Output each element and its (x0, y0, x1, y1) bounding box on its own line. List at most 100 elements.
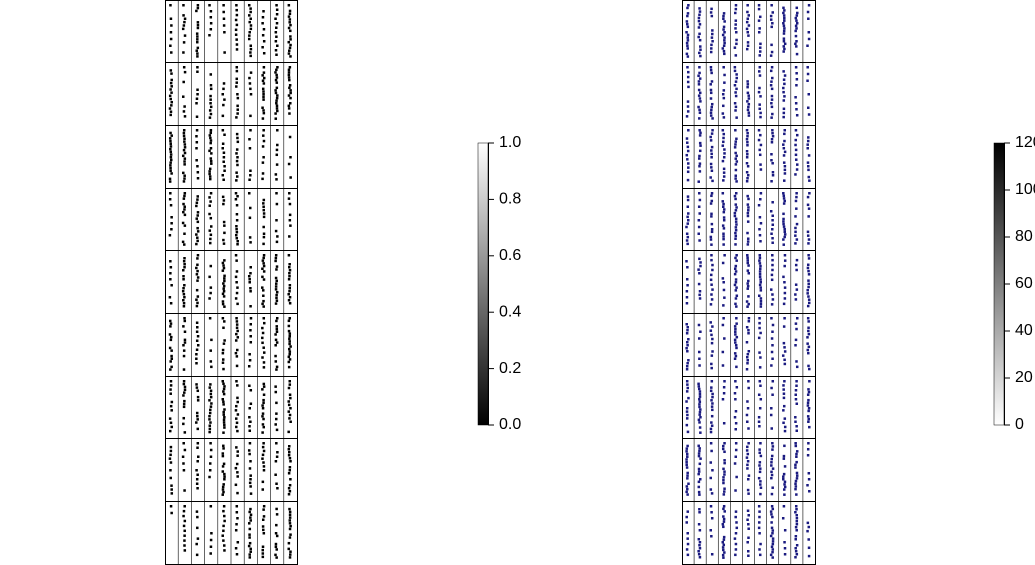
panel-dot (168, 296, 172, 299)
panel-dot (711, 469, 714, 472)
panel-dot (169, 150, 173, 154)
panel-dot (195, 273, 199, 276)
panel-dot (686, 444, 689, 448)
panel-dot (758, 216, 762, 219)
panel-dot (710, 80, 714, 83)
panel-dot (710, 71, 713, 75)
panel-dot (687, 166, 690, 169)
panel-dot (745, 150, 749, 153)
panel-dot (288, 18, 292, 21)
panel-dot (807, 398, 810, 402)
panel-dot (723, 380, 726, 383)
panel-dot (697, 19, 701, 23)
panel-dot (196, 46, 200, 50)
panel-dot (275, 279, 278, 283)
panel-dot (710, 517, 714, 520)
panel-dot (169, 392, 172, 395)
panel-dot (209, 395, 213, 399)
panel-dot (170, 104, 173, 107)
panel-dot (710, 366, 713, 370)
panel-dot (261, 161, 265, 164)
panel-dot (274, 254, 278, 257)
panel-dot (686, 25, 690, 29)
panel-dot (783, 179, 786, 182)
panel-dot (248, 20, 251, 24)
panel-dot (196, 389, 200, 393)
panel-dot (735, 365, 738, 369)
panel-dot (710, 333, 713, 337)
panel-dot (746, 10, 749, 14)
panel-dot (261, 336, 264, 340)
panel-dot (262, 294, 265, 297)
panel-dot (697, 418, 701, 422)
panel-dot (783, 297, 787, 300)
panel-dot (735, 294, 739, 297)
panel-dot (170, 284, 173, 287)
panel-dot (757, 90, 761, 94)
panel-dot (248, 510, 251, 514)
panel-dot (210, 162, 213, 165)
panel-dot (758, 270, 762, 273)
panel-dot (235, 219, 239, 222)
panel-dot (183, 505, 186, 508)
panel-dot (195, 9, 198, 13)
panel-dot (262, 317, 266, 320)
panel-dot (698, 337, 701, 340)
panel-dot (170, 400, 174, 404)
panel-dot (249, 335, 252, 338)
panel-dot (287, 347, 291, 351)
panel-dot (746, 177, 749, 180)
panel-dot (195, 357, 198, 360)
panel-dot (223, 274, 226, 278)
panel-dot (223, 385, 226, 388)
panel-dot (710, 283, 713, 286)
panel-dot (782, 115, 785, 119)
panel-dot (733, 357, 737, 360)
panel-dot (249, 323, 253, 326)
panel-dot (209, 505, 213, 508)
panel-dot (195, 386, 199, 389)
panel-dot (794, 393, 797, 396)
panel-dot (795, 45, 798, 48)
panel-dot (288, 202, 292, 206)
panel-dot (222, 82, 226, 85)
panel-dot (275, 365, 279, 369)
panel-dot (782, 22, 785, 25)
panel-dot (274, 423, 277, 426)
panel-dot (711, 40, 714, 43)
panel-dot (261, 480, 265, 484)
panel-dot (746, 141, 749, 144)
panel-dot (208, 297, 211, 300)
panel-dot (698, 154, 701, 158)
panel-dot (770, 303, 774, 306)
panel-dot (169, 158, 173, 162)
panel-dot (262, 449, 266, 453)
panel-dot (794, 215, 797, 218)
panel-dot (795, 474, 799, 477)
panel-dot (274, 17, 277, 20)
panel-dot (686, 542, 690, 546)
panel-dot (711, 325, 714, 328)
panel-dot (686, 471, 689, 475)
panel-dot (235, 66, 239, 69)
panel-dot (685, 31, 688, 34)
panel-dot (734, 237, 737, 240)
panel-dot (747, 350, 751, 353)
panel-dot (747, 380, 750, 383)
panel-dot (235, 259, 238, 262)
panel-dot (288, 513, 292, 517)
panel-dot (223, 519, 226, 523)
panel-dot (686, 493, 689, 496)
panel-dot (807, 113, 811, 116)
panel-dot (262, 366, 266, 369)
panel-dot (698, 556, 702, 559)
panel-dot (169, 88, 172, 91)
panel-dot (807, 154, 811, 157)
panel-dot (771, 293, 774, 296)
panel-dot (699, 100, 702, 103)
panel-dot (686, 12, 690, 15)
panel-dot (247, 37, 251, 41)
panel-dot (222, 103, 225, 107)
panel-dot (795, 133, 799, 137)
panel-dot (276, 94, 279, 97)
